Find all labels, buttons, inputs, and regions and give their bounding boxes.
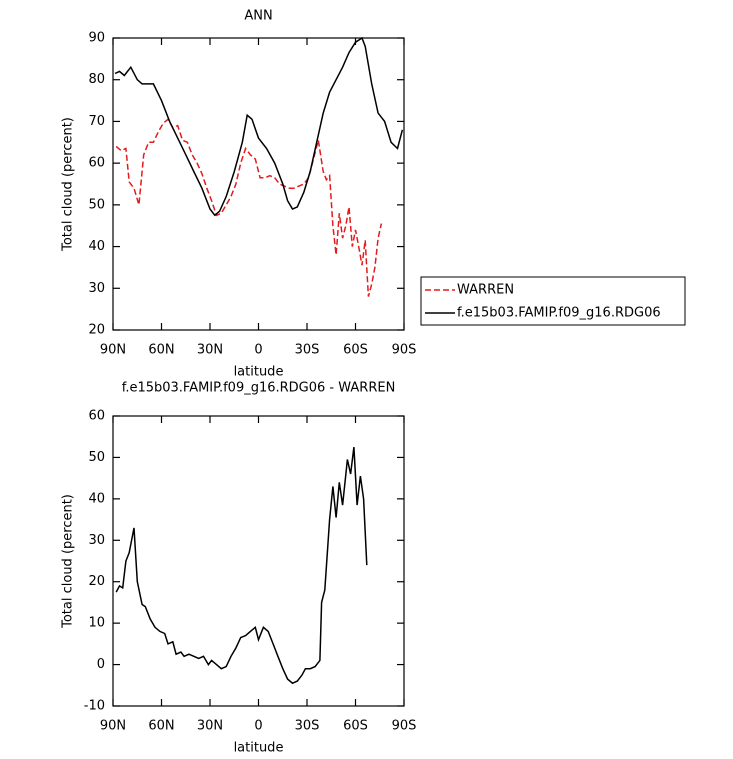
y-axis-label: Total cloud (percent) — [61, 494, 76, 629]
x-tick-label: 90N — [100, 719, 126, 734]
chart-title: ANN — [244, 9, 272, 24]
y-tick-label: 20 — [88, 323, 105, 338]
y-tick-label: 50 — [88, 450, 105, 465]
data-line — [115, 447, 368, 685]
y-tick-label: 30 — [88, 281, 105, 296]
x-tick-label: 90S — [392, 719, 417, 734]
y-tick-label: 0 — [97, 657, 105, 672]
x-tick-label: 90N — [100, 343, 126, 358]
x-tick-label: 90S — [392, 343, 417, 358]
x-tick-label: 30N — [197, 719, 223, 734]
x-tick-label: 30S — [295, 343, 320, 358]
x-tick-label: 30S — [295, 719, 320, 734]
y-tick-label: 10 — [88, 616, 105, 631]
y-tick-label: 30 — [88, 533, 105, 548]
plot-frame — [112, 415, 405, 707]
y-tick-label: 20 — [88, 574, 105, 589]
data-line — [114, 36, 404, 217]
x-axis-label: latitude — [234, 365, 284, 380]
y-tick-label: 90 — [88, 31, 105, 46]
y-tick-label: 40 — [88, 239, 105, 254]
x-tick-label: 0 — [254, 343, 262, 358]
x-tick-label: 30N — [197, 343, 223, 358]
y-tick-label: 60 — [88, 409, 105, 424]
legend-box — [420, 276, 686, 326]
y-tick-label: 70 — [88, 114, 105, 129]
y-tick-label: 50 — [88, 197, 105, 212]
legend-label: WARREN — [457, 283, 514, 298]
x-tick-label: 60S — [343, 719, 368, 734]
y-tick-label: 60 — [88, 156, 105, 171]
x-axis-label: latitude — [234, 741, 284, 756]
legend-label: f.e15b03.FAMIP.f09_g16.RDG06 — [457, 306, 661, 321]
x-tick-label: 60S — [343, 343, 368, 358]
x-tick-label: 60N — [148, 343, 174, 358]
data-line — [115, 118, 383, 297]
y-tick-label: 40 — [88, 491, 105, 506]
x-tick-label: 60N — [148, 719, 174, 734]
y-tick-label: -10 — [84, 699, 105, 714]
y-tick-label: 80 — [88, 72, 105, 87]
plot-frame — [112, 37, 405, 331]
y-axis-label: Total cloud (percent) — [61, 117, 76, 252]
chart-title: f.e15b03.FAMIP.f09_g16.RDG06 - WARREN — [122, 381, 396, 396]
x-tick-label: 0 — [254, 719, 262, 734]
